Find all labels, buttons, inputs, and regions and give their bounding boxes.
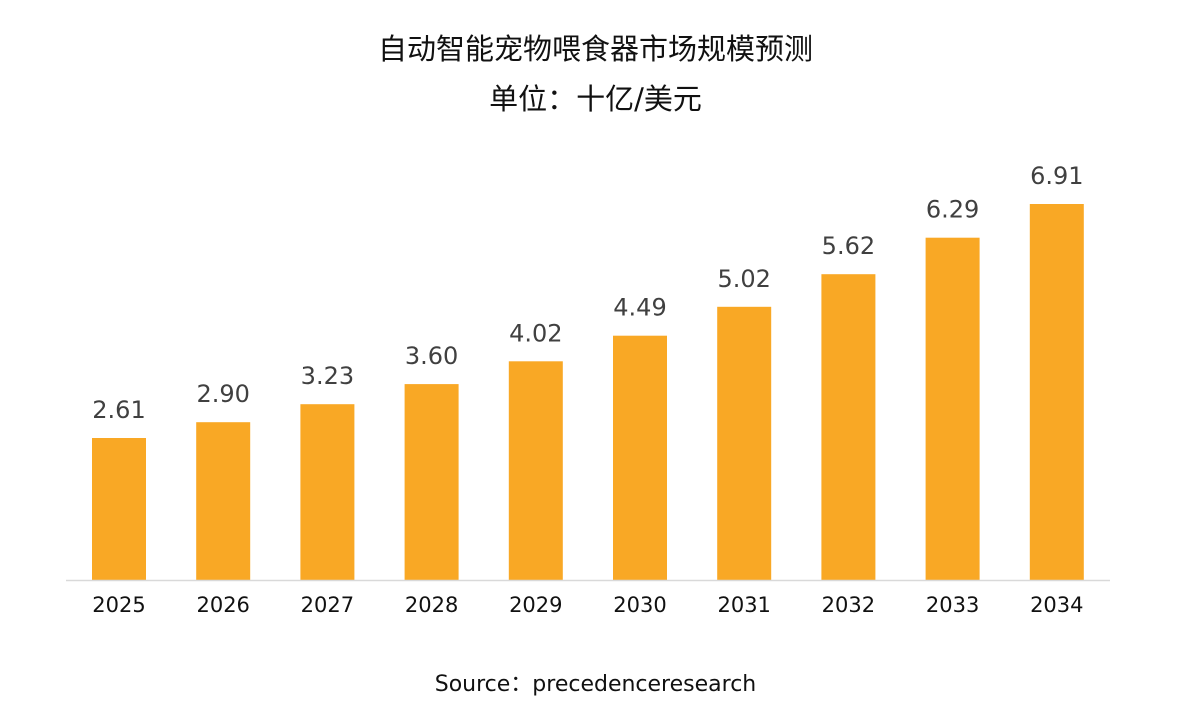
x-tick-label-2029: 2029 — [509, 593, 562, 617]
x-tick-label-2032: 2032 — [822, 593, 875, 617]
value-label-2031: 5.02 — [717, 265, 770, 293]
chart-subtitle: 单位：十亿/美元 — [489, 82, 702, 116]
bar-2034 — [1029, 204, 1084, 580]
value-label-2034: 6.91 — [1030, 162, 1083, 190]
value-label-2033: 6.29 — [926, 196, 979, 224]
x-tick-label-2031: 2031 — [717, 593, 770, 617]
bar-2032 — [821, 274, 876, 580]
value-label-2027: 3.23 — [301, 362, 354, 390]
x-tick-label-2028: 2028 — [405, 593, 458, 617]
chart-title: 自动智能宠物喂食器市场规模预测 — [377, 32, 813, 66]
source-note: Source：precedenceresearch — [434, 672, 757, 697]
bar-2025 — [92, 438, 146, 580]
bar-2031 — [717, 306, 772, 580]
bar-2030 — [613, 335, 667, 580]
x-tick-label-2030: 2030 — [613, 593, 666, 617]
value-label-2025: 2.61 — [92, 396, 145, 424]
chart-title-block: 自动智能宠物喂食器市场规模预测 单位：十亿/美元 — [0, 24, 1191, 124]
bar-2029 — [508, 361, 563, 580]
value-label-2026: 2.90 — [196, 380, 249, 408]
value-label-2028: 3.60 — [405, 342, 458, 370]
x-tick-label-2027: 2027 — [301, 593, 354, 617]
bar-group — [92, 204, 1084, 580]
x-tick-label-2033: 2033 — [926, 593, 979, 617]
x-tick-label-2034: 2034 — [1030, 593, 1083, 617]
bar-2033 — [925, 237, 980, 580]
value-label-2029: 4.02 — [509, 319, 562, 347]
bar-2027 — [300, 404, 355, 580]
bar-2028 — [404, 384, 459, 580]
value-label-2032: 5.62 — [822, 232, 875, 260]
value-label-2030: 4.49 — [613, 294, 666, 322]
tick-label-group: 2025 2026 2027 2028 2029 2030 2031 2032 2033 2034 — [92, 593, 1083, 617]
x-tick-label-2026: 2026 — [196, 593, 249, 617]
bar-2026 — [196, 422, 251, 580]
x-tick-label-2025: 2025 — [92, 593, 145, 617]
value-label-group: 2.61 2.90 3.23 3.60 4.02 4.49 5.02 5.62 6.29 6.91 — [92, 162, 1083, 424]
